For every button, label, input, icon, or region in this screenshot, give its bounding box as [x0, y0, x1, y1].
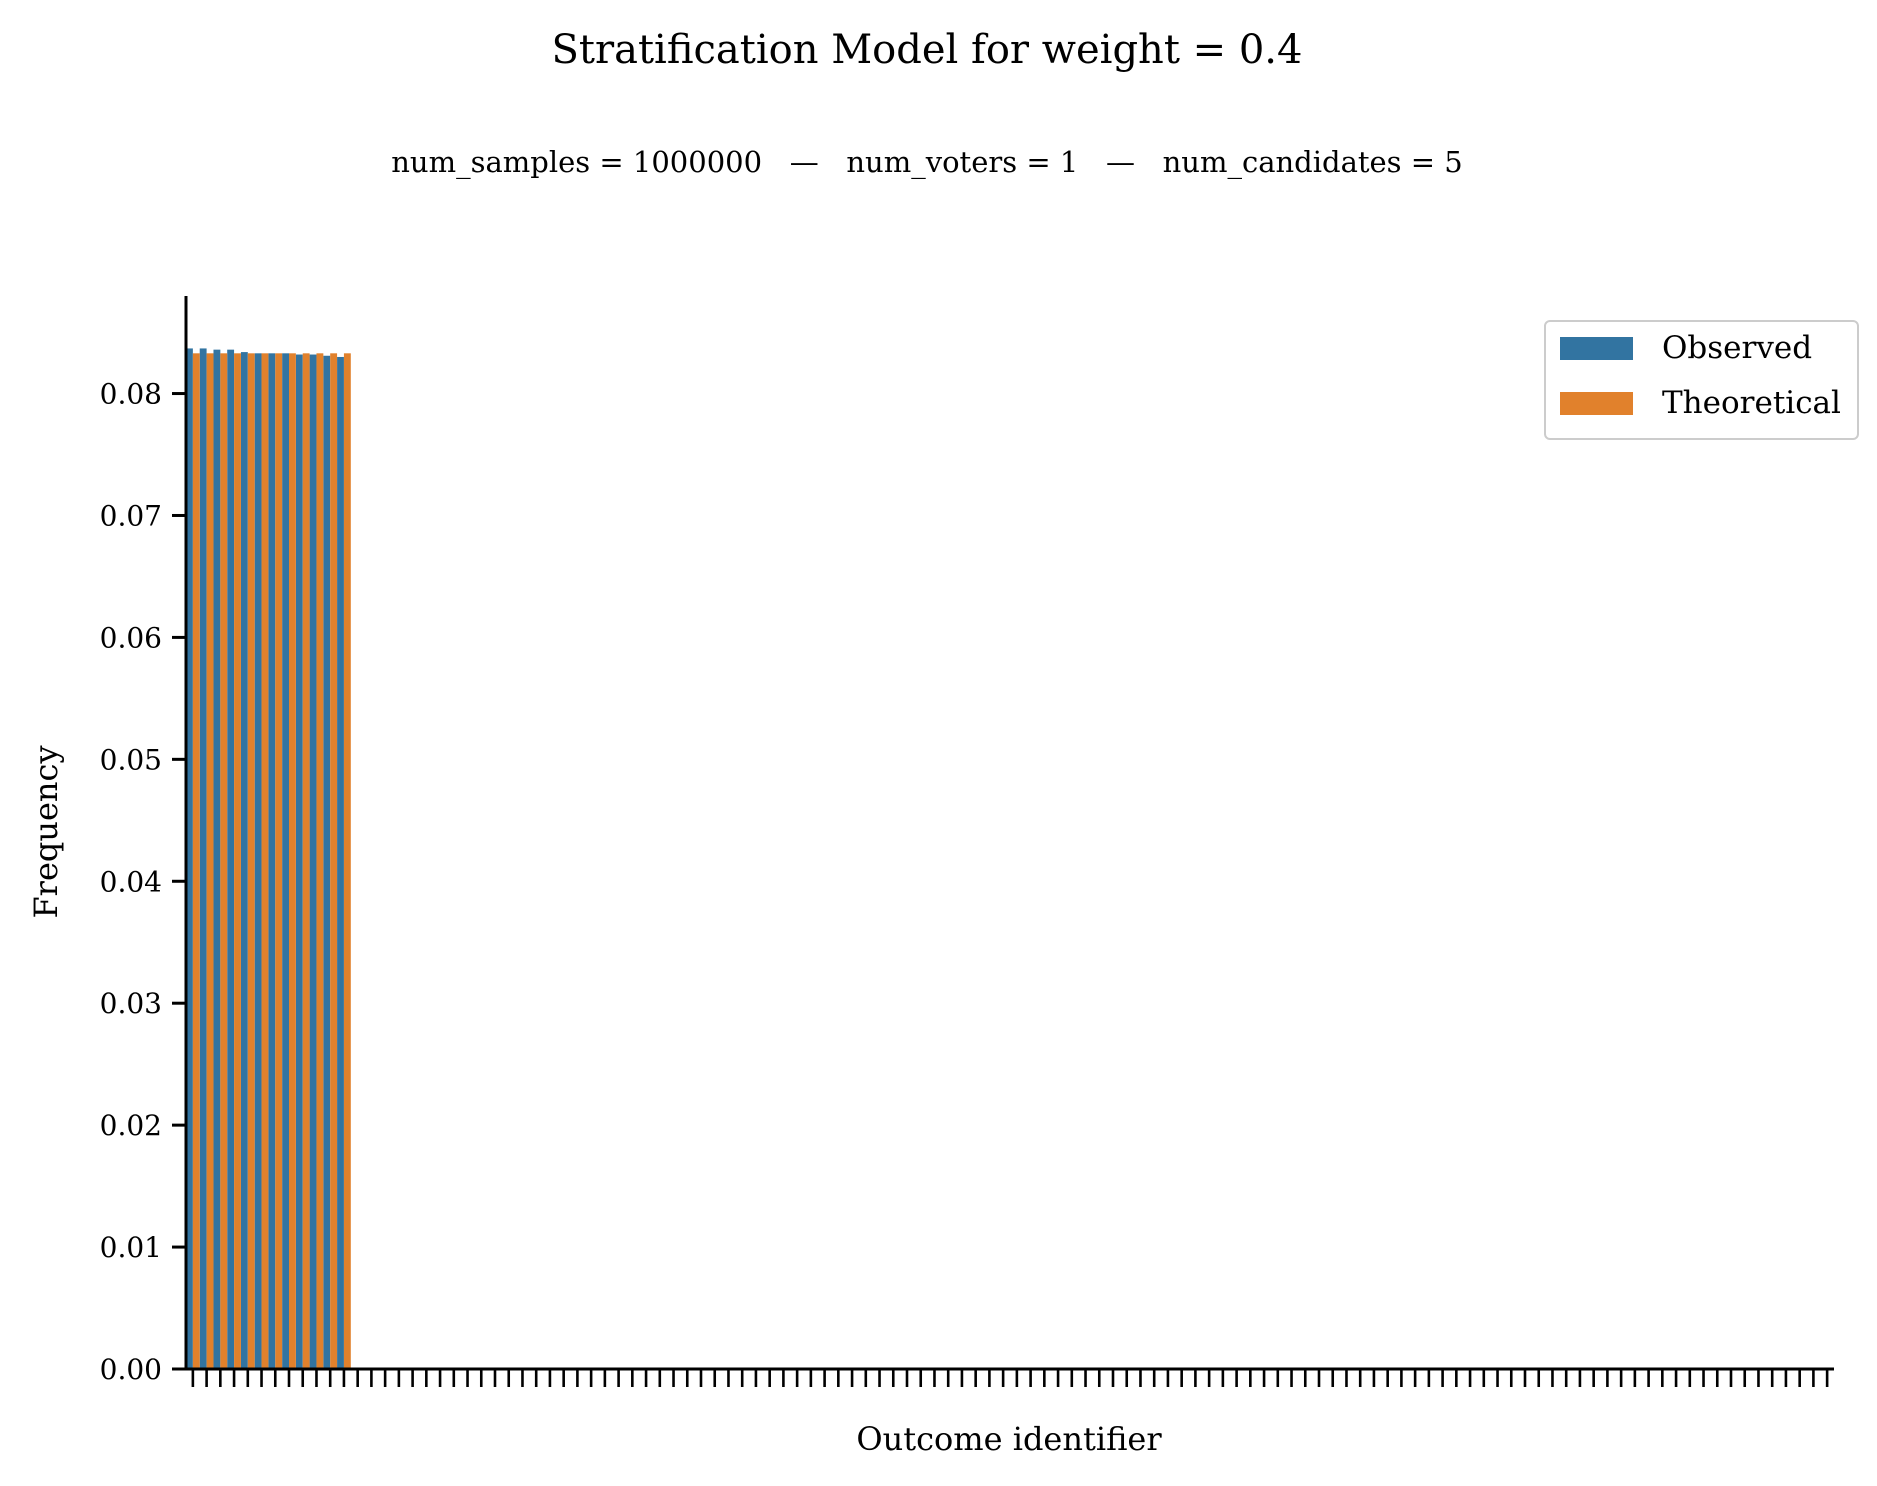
bar-observed — [337, 356, 344, 1370]
bar-theoretical — [234, 353, 241, 1369]
bar-theoretical — [330, 353, 338, 1369]
bar-observed — [254, 353, 262, 1369]
y-tick-label: 0.02 — [100, 1109, 162, 1142]
y-tick-label: 0.05 — [100, 743, 162, 776]
legend-swatch-observed — [1560, 337, 1633, 360]
bars-group — [186, 348, 351, 1370]
legend-label-observed: Observed — [1662, 330, 1812, 366]
y-axis-label: Frequency — [27, 745, 65, 918]
y-tick-label: 0.08 — [100, 378, 162, 411]
bar-observed — [240, 352, 248, 1370]
chart-subtitle: num_samples = 1000000 — num_voters = 1 —… — [391, 145, 1463, 180]
legend-swatch-theoretical — [1560, 392, 1633, 415]
y-tick-label: 0.06 — [100, 621, 162, 654]
x-axis-label: Outcome identifier — [856, 1420, 1162, 1458]
bar-theoretical — [343, 353, 351, 1369]
bar-observed — [268, 353, 276, 1369]
y-tick-label: 0.01 — [100, 1231, 162, 1264]
y-tick-label: 0.03 — [100, 987, 162, 1020]
bar-observed — [199, 348, 207, 1369]
bar-theoretical — [192, 353, 200, 1369]
bar-theoretical — [247, 353, 255, 1369]
legend: Observed Theoretical — [1544, 320, 1859, 440]
y-tick-label: 0.04 — [100, 865, 162, 898]
bar-observed — [227, 349, 235, 1369]
bar-observed — [309, 354, 317, 1369]
bar-observed — [186, 348, 193, 1369]
x-axis-ticks — [191, 1369, 1829, 1387]
legend-label-theoretical: Theoretical — [1662, 385, 1841, 421]
bar-theoretical — [275, 353, 283, 1369]
y-tick-label: 0.00 — [100, 1353, 162, 1386]
y-axis-ticks: 0.00 0.01 0.02 0.03 0.04 0.05 0.06 0.07 0.08 — [100, 378, 186, 1386]
bar-observed — [282, 353, 289, 1369]
bar-observed — [295, 354, 303, 1369]
bar-theoretical — [261, 353, 269, 1369]
bar-observed — [213, 349, 221, 1369]
bar-theoretical — [220, 353, 228, 1369]
bar-theoretical — [206, 353, 214, 1369]
chart-title: Stratification Model for weight = 0.4 — [552, 27, 1303, 73]
bar-theoretical — [316, 353, 324, 1369]
bar-theoretical — [289, 353, 296, 1369]
y-tick-label: 0.07 — [100, 499, 162, 532]
bar-theoretical — [302, 353, 310, 1369]
bar-observed — [323, 355, 331, 1369]
